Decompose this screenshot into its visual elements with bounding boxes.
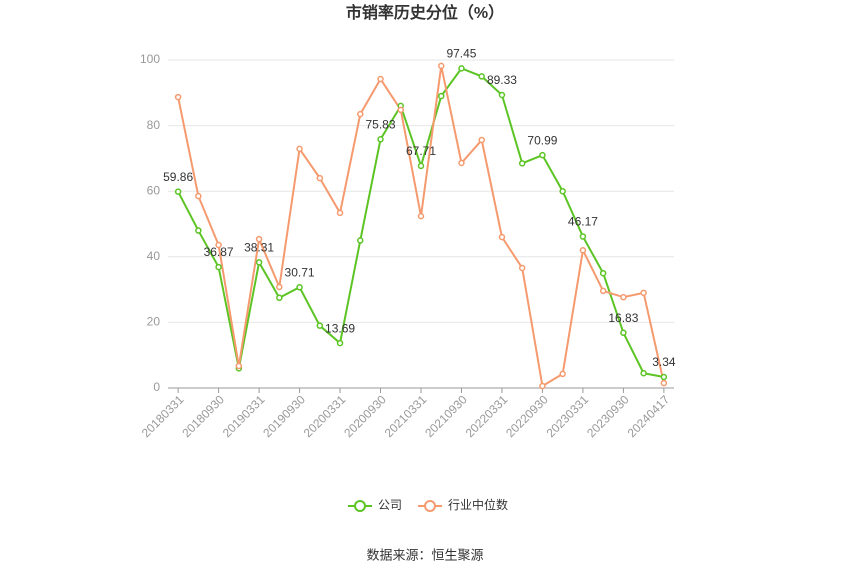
point bbox=[640, 289, 647, 297]
point bbox=[417, 212, 425, 220]
data-label: 30.71 bbox=[285, 265, 315, 279]
y-tick-label: 60 bbox=[147, 183, 161, 197]
legend-marker bbox=[424, 500, 437, 512]
point bbox=[559, 370, 566, 378]
y-tick-label: 100 bbox=[140, 52, 160, 66]
point bbox=[276, 294, 283, 302]
point bbox=[255, 235, 263, 243]
point bbox=[357, 110, 364, 118]
y-tick-label: 40 bbox=[147, 249, 161, 263]
legend-label: 行业中位数 bbox=[448, 497, 508, 512]
source: 数据来源：恒生聚源 bbox=[366, 547, 483, 562]
data-label: 97.45 bbox=[446, 47, 476, 61]
x-tick-label: 20180930 bbox=[179, 392, 227, 440]
x-tick-label: 20190930 bbox=[260, 392, 308, 440]
chart-title: 市销率历史分位（%） bbox=[346, 3, 504, 22]
point bbox=[478, 136, 485, 144]
point bbox=[498, 233, 506, 241]
x-tick-label: 20240417 bbox=[625, 392, 673, 440]
point bbox=[195, 192, 202, 200]
x-tick-label: 20230930 bbox=[584, 392, 632, 440]
point bbox=[417, 162, 425, 170]
x-tick-label: 20190331 bbox=[220, 392, 268, 440]
point bbox=[276, 283, 283, 291]
y-tick-label: 80 bbox=[147, 118, 161, 132]
data-label: 38.31 bbox=[244, 241, 274, 255]
data-label: 3.34 bbox=[652, 355, 676, 369]
point bbox=[518, 160, 526, 167]
point bbox=[579, 246, 587, 254]
point bbox=[579, 233, 587, 240]
point bbox=[377, 75, 384, 83]
point bbox=[316, 174, 324, 182]
data-label: 36.87 bbox=[204, 245, 234, 259]
y-tick-label: 20 bbox=[147, 315, 161, 329]
point bbox=[174, 188, 182, 195]
point bbox=[174, 93, 182, 101]
point bbox=[559, 187, 566, 195]
point bbox=[296, 284, 303, 291]
point bbox=[235, 362, 243, 370]
point bbox=[660, 373, 668, 381]
point bbox=[215, 241, 222, 249]
data-label: 67.71 bbox=[406, 144, 436, 158]
legend-marker bbox=[354, 500, 366, 512]
point bbox=[397, 106, 405, 114]
point bbox=[660, 379, 668, 387]
point bbox=[296, 145, 303, 153]
data-label: 89.33 bbox=[487, 73, 517, 87]
point bbox=[458, 159, 465, 167]
point bbox=[377, 136, 384, 143]
point bbox=[498, 91, 506, 99]
point bbox=[620, 329, 627, 337]
point bbox=[336, 339, 344, 347]
data-label: 59.86 bbox=[163, 170, 193, 184]
x-tick-label: 20200331 bbox=[301, 392, 349, 440]
point bbox=[458, 65, 465, 72]
point bbox=[215, 263, 222, 271]
point bbox=[357, 237, 364, 244]
data-label: 70.99 bbox=[527, 133, 557, 147]
x-tick-label: 20180331 bbox=[139, 392, 187, 440]
point bbox=[599, 287, 607, 295]
data-label: 16.83 bbox=[608, 311, 638, 325]
point bbox=[478, 73, 485, 80]
point bbox=[336, 209, 344, 217]
x-tick-label: 20230331 bbox=[544, 392, 592, 440]
point bbox=[620, 293, 627, 301]
point bbox=[640, 369, 647, 377]
point bbox=[255, 259, 263, 266]
data-label: 75.83 bbox=[366, 117, 396, 131]
point bbox=[539, 151, 546, 159]
point bbox=[539, 382, 546, 390]
point bbox=[518, 264, 526, 272]
point bbox=[195, 227, 202, 234]
point bbox=[437, 62, 445, 70]
y-tick-label: 0 bbox=[153, 380, 160, 394]
legend-label: 公司 bbox=[378, 498, 402, 512]
point bbox=[316, 322, 324, 329]
point bbox=[599, 269, 607, 277]
x-tick-label: 20210331 bbox=[382, 392, 430, 440]
x-tick-label: 20210930 bbox=[422, 392, 470, 440]
x-tick-label: 20220930 bbox=[503, 392, 551, 440]
data-label: 46.17 bbox=[568, 215, 598, 229]
x-tick-label: 20200930 bbox=[341, 392, 389, 440]
x-tick-label: 20220331 bbox=[463, 392, 511, 440]
point bbox=[437, 92, 445, 100]
data-label: 13.69 bbox=[325, 321, 355, 335]
